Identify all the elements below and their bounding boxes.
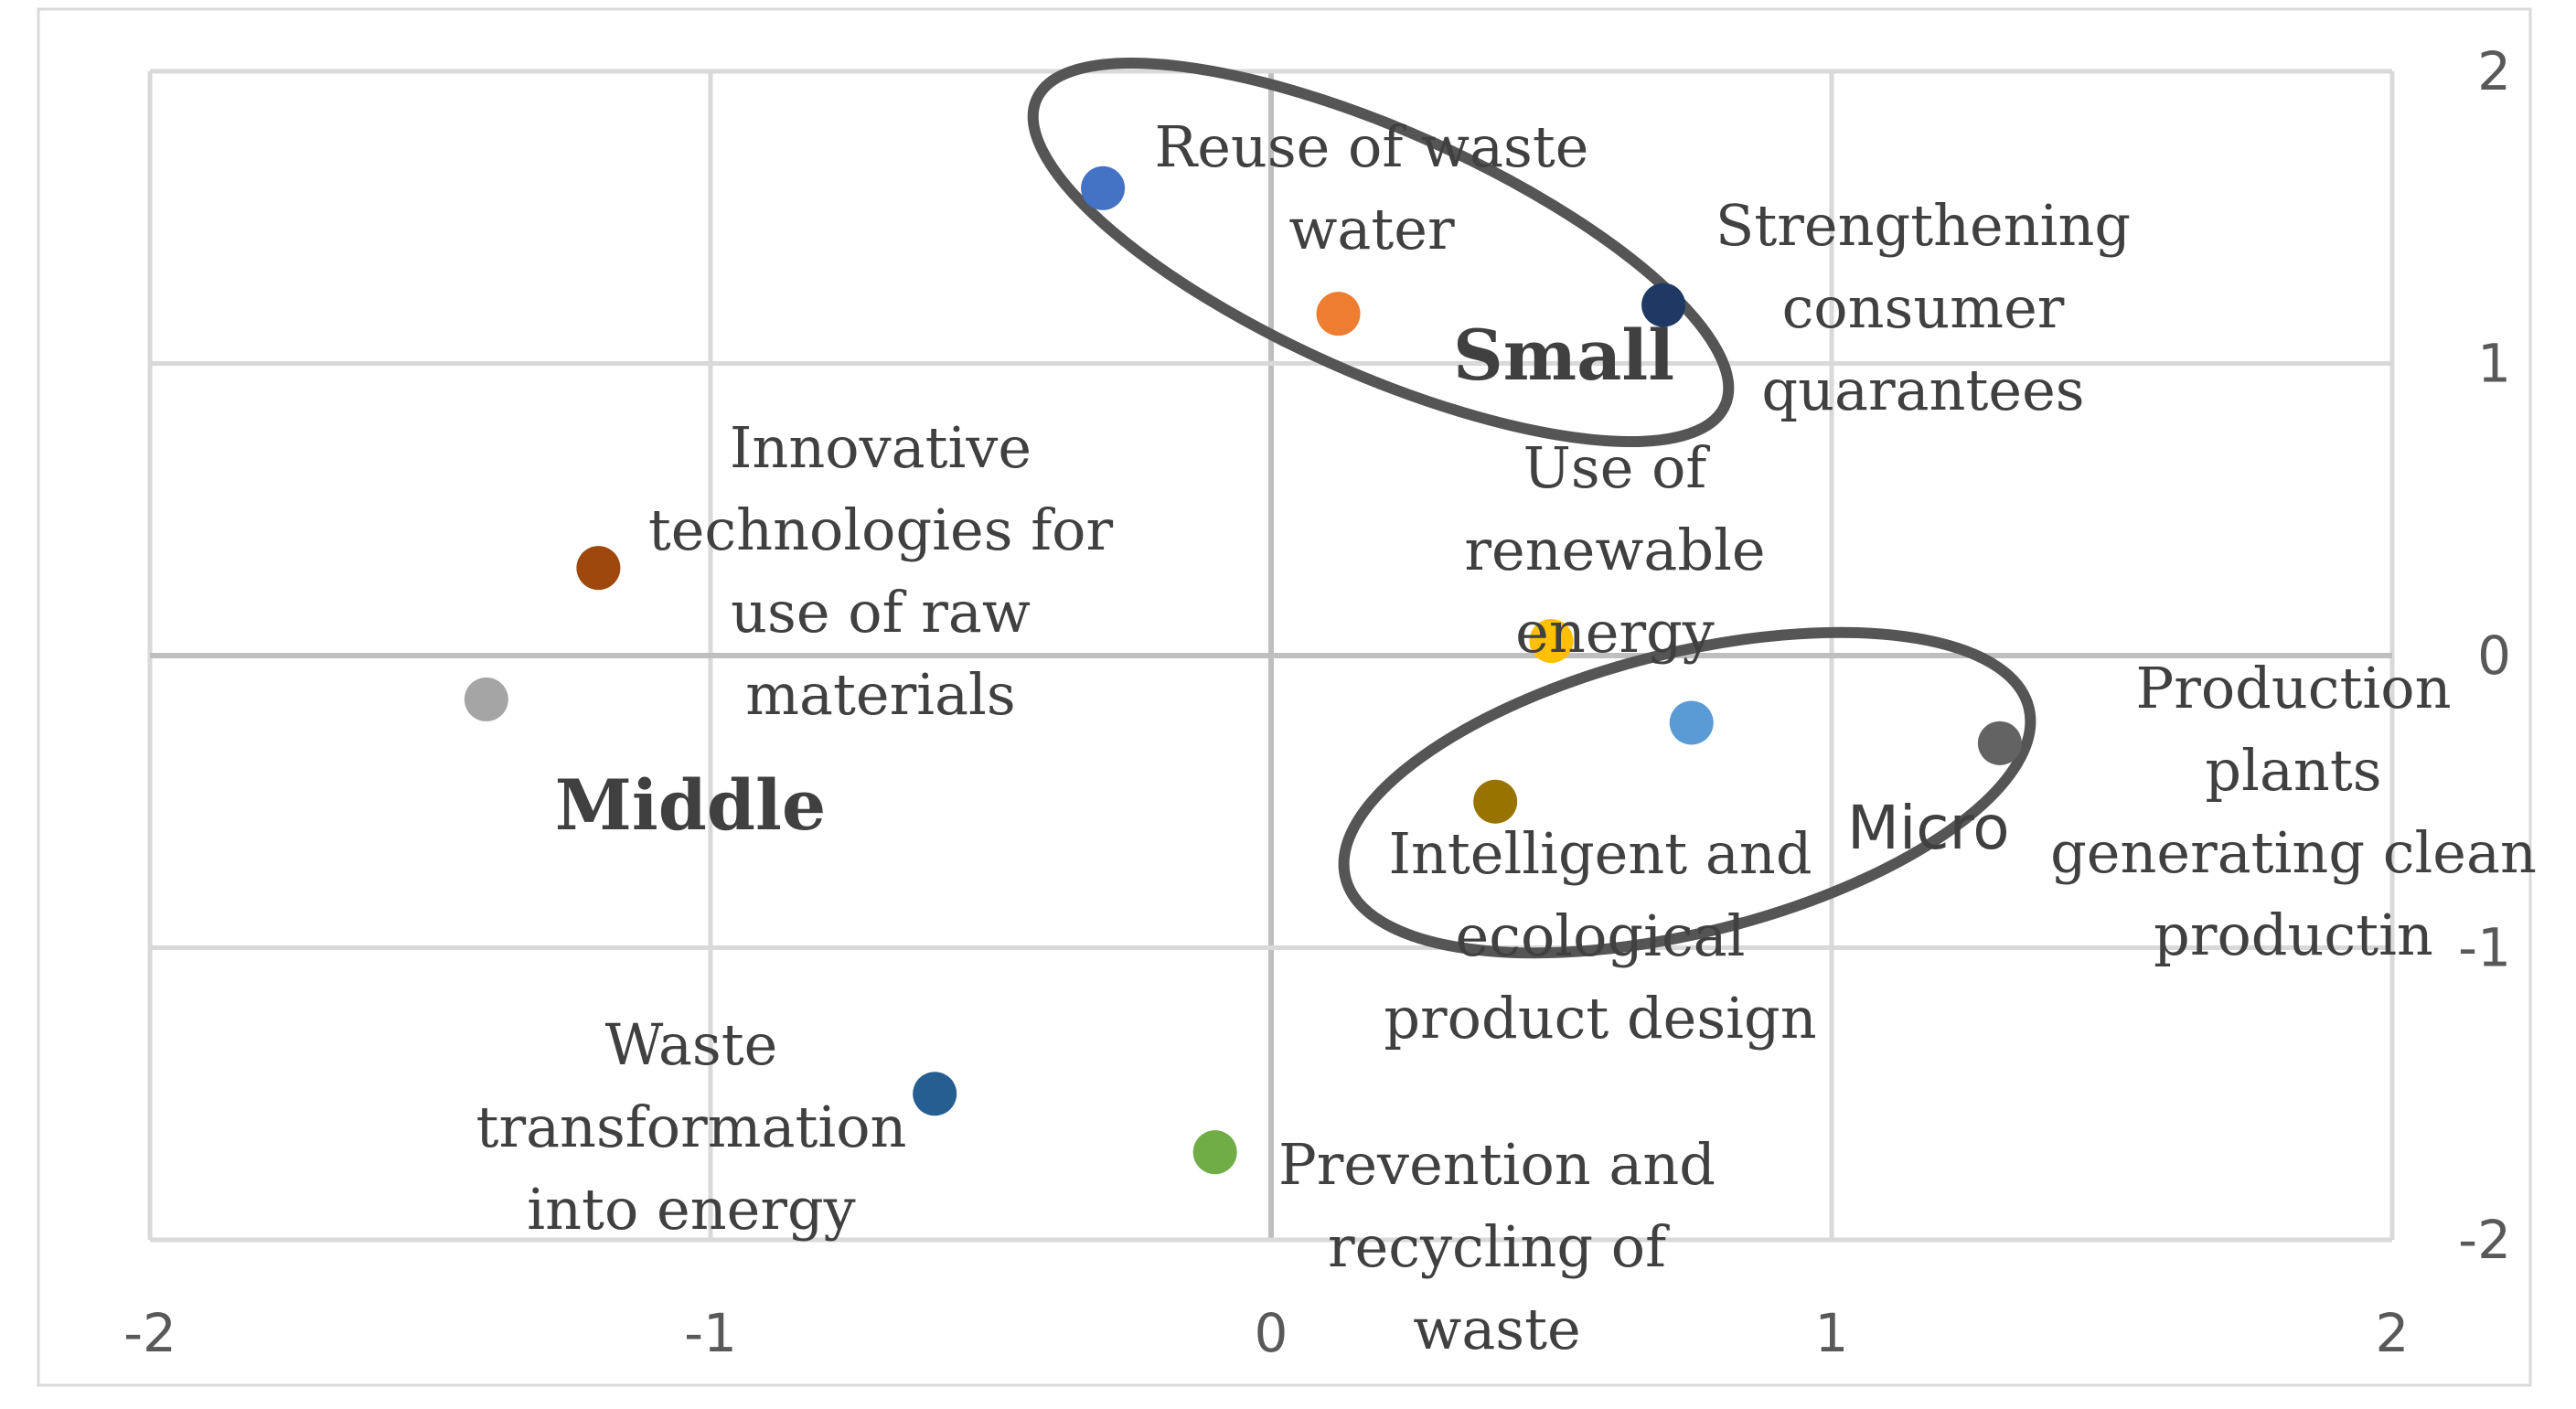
data-point-7 xyxy=(1669,700,1714,745)
data-point-1 xyxy=(1081,165,1126,210)
group-ellipses xyxy=(1027,58,2036,959)
y-tick-label: -1 xyxy=(2458,917,2511,979)
point-labels: Reuse of waste water Strengthening consumer… xyxy=(476,113,2537,1362)
group-labels: Small Middle Micro xyxy=(555,315,2010,863)
point-label-8: Production plants generating clean producti… xyxy=(2050,655,2537,968)
grid-layer xyxy=(147,69,2395,1243)
data-point-6 xyxy=(1529,619,1574,664)
small-group-ellipse xyxy=(1027,58,1735,447)
x-tick-label: -2 xyxy=(123,1302,176,1364)
point-label-4: Innovative technologies for use of raw mate… xyxy=(648,414,1114,728)
x-tick-label: 0 xyxy=(1255,1302,1288,1364)
point-label-1: Reuse of waste water xyxy=(1155,113,1589,262)
data-point-2 xyxy=(1316,292,1361,336)
point-label-3: Strengthening consumer quarantees xyxy=(1716,192,2131,423)
point-label-9: Intelligent and ecological product design xyxy=(1384,820,1816,1051)
y-tick-label: 1 xyxy=(2477,333,2511,395)
data-point-10 xyxy=(913,1072,957,1116)
y-tick-label: 2 xyxy=(2477,40,2511,102)
group-label-middle: Middle xyxy=(555,764,827,846)
data-point-9 xyxy=(1473,779,1518,824)
data-points xyxy=(464,165,2022,1175)
chart-frame xyxy=(37,7,2532,1387)
tick-labels: -2 -1 0 1 2 2 1 0 -1 -2 xyxy=(123,40,2511,1364)
data-point-11 xyxy=(1192,1130,1237,1175)
data-point-5 xyxy=(464,677,508,721)
data-point-8 xyxy=(1977,721,2022,765)
x-tick-label: 1 xyxy=(1815,1302,1849,1364)
point-label-6: Use of renewable energy xyxy=(1464,434,1765,666)
data-point-4 xyxy=(576,546,621,591)
y-tick-label: 0 xyxy=(2477,624,2511,687)
x-tick-label: 2 xyxy=(2376,1302,2410,1364)
group-label-small: Small xyxy=(1453,315,1674,396)
data-point-3 xyxy=(1641,283,1686,327)
point-label-10: Waste transformation into energy xyxy=(476,1011,907,1243)
micro-group-ellipse xyxy=(1338,626,2036,959)
y-tick-label: -2 xyxy=(2458,1209,2511,1271)
point-label-11: Prevention and recycling of waste xyxy=(1278,1131,1716,1362)
x-tick-label: -1 xyxy=(684,1302,737,1364)
group-label-micro: Micro xyxy=(1847,793,2010,863)
